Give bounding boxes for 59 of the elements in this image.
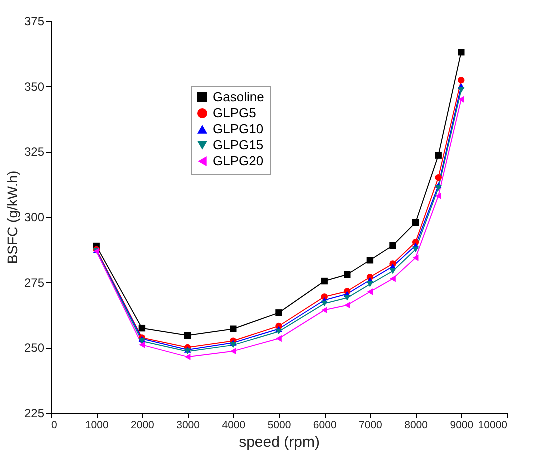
point: [435, 152, 442, 159]
point: [436, 192, 442, 200]
legend-label: GLPG15: [213, 138, 264, 152]
point: [458, 76, 465, 84]
point: [390, 242, 396, 250]
x-tick-label: 6000: [313, 420, 337, 432]
x-tick-label: 2000: [131, 420, 155, 432]
point: [344, 295, 351, 301]
y-tick-label: 325: [24, 145, 45, 160]
y-tick-label: 275: [24, 276, 45, 290]
point: [321, 278, 328, 285]
point: [276, 328, 282, 335]
x-tick-label: 3000: [176, 420, 200, 432]
point: [344, 271, 351, 278]
y-tick-label: 300: [24, 210, 45, 224]
point: [184, 332, 192, 339]
y-tick-label: 350: [24, 80, 45, 94]
point: [390, 268, 396, 274]
point: [435, 174, 442, 182]
legend-label: GLPG5: [213, 106, 256, 120]
x-tick-label: 7000: [359, 420, 383, 432]
point: [412, 219, 420, 226]
point: [230, 348, 236, 355]
x-tick-label: 9000: [450, 420, 474, 432]
x-axis-title: speed (rpm): [239, 434, 320, 451]
point: [435, 185, 442, 192]
point: [367, 288, 374, 296]
point: [321, 300, 328, 307]
point: [276, 310, 282, 316]
y-tick-label: 225: [24, 406, 45, 420]
point: [344, 302, 350, 309]
point: [230, 326, 237, 332]
x-tick-label: 8000: [404, 420, 428, 432]
point: [322, 306, 328, 314]
point: [390, 276, 396, 282]
x-tick-label: 1000: [85, 420, 109, 432]
point: [458, 87, 465, 94]
point: [412, 246, 420, 253]
x-tick-label: 4000: [222, 420, 246, 432]
point: [276, 335, 282, 342]
point: [138, 324, 146, 332]
x-tick-label: 0: [52, 420, 58, 432]
legend-label: Gasoline: [213, 90, 264, 104]
point: [184, 354, 191, 360]
point: [138, 338, 146, 344]
point: [412, 254, 419, 262]
point: [366, 282, 374, 288]
y-axis-title: BSFC (g/kW.h): [4, 170, 20, 264]
legend-label: GLPG10: [213, 122, 264, 136]
point: [139, 342, 146, 348]
x-tick-label: 10000: [478, 420, 508, 432]
legend-label: GLPG20: [213, 154, 264, 168]
point: [230, 342, 237, 348]
point: [366, 257, 374, 264]
point: [458, 96, 464, 104]
point: [458, 49, 465, 56]
y-tick-label: 250: [24, 341, 45, 356]
x-tick-label: 5000: [268, 420, 292, 432]
y-tick-label: 375: [24, 14, 45, 28]
